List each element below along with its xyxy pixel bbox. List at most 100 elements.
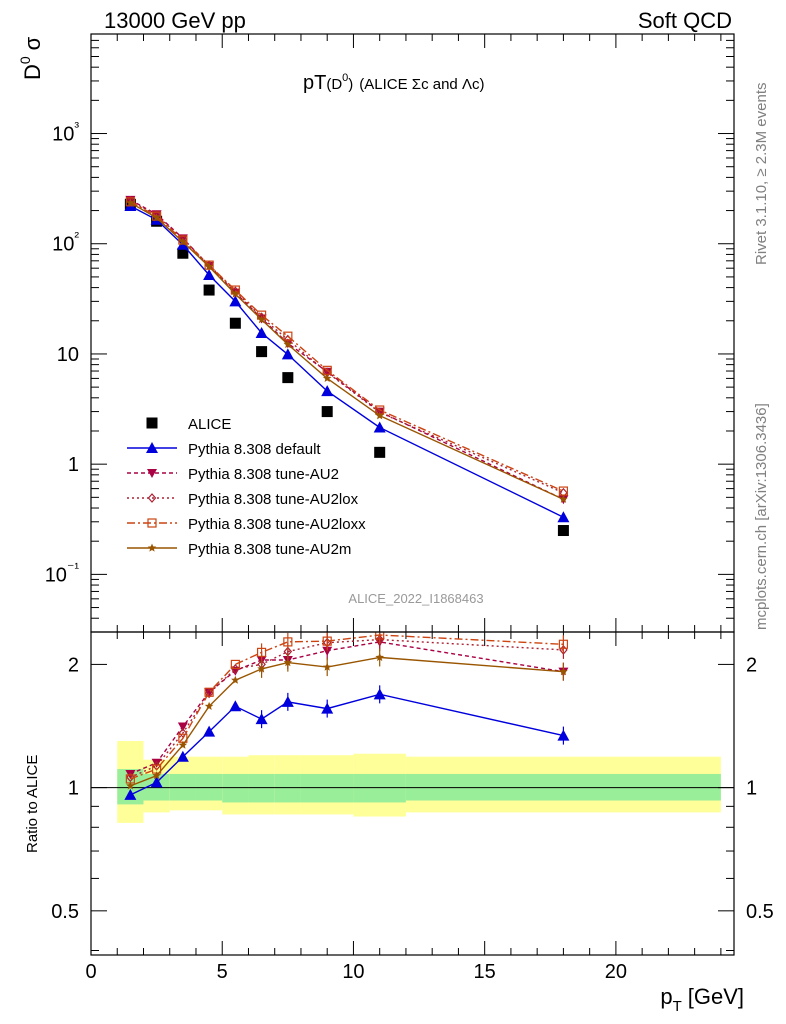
y-tick-label: 1 <box>68 454 79 476</box>
legend-marker <box>146 442 158 453</box>
data-point <box>231 289 240 298</box>
ratio-point <box>231 675 240 684</box>
series-line <box>130 199 564 500</box>
ratio-point <box>557 729 570 741</box>
legend-marker <box>147 493 157 503</box>
data-point <box>559 494 568 503</box>
data-point <box>321 406 333 418</box>
legend-entry: Pythia 8.308 tune-AU2 <box>127 466 339 483</box>
data-point <box>283 339 293 349</box>
band-inner <box>222 773 249 803</box>
data-point <box>177 247 189 259</box>
data-point <box>203 269 216 281</box>
band-inner <box>353 773 406 803</box>
ratio-point <box>257 664 266 673</box>
y-tick-label: 10² <box>52 229 79 256</box>
ratio-point <box>321 702 334 714</box>
main-panel: 10⁻¹ 1 10 10² 10³ <box>45 33 734 633</box>
data-point <box>257 315 266 324</box>
y-tick-label: 10⁻¹ <box>45 559 80 586</box>
x-axis-label: pT [GeV] <box>660 984 744 1015</box>
ratio-line <box>130 693 564 796</box>
series-line <box>130 202 564 500</box>
ratio-point <box>126 772 135 783</box>
ratio-point <box>177 722 188 732</box>
data-point <box>178 237 188 246</box>
legend-entry: Pythia 8.308 default <box>127 441 321 458</box>
data-point <box>229 295 242 307</box>
data-point <box>126 198 135 207</box>
legend-label: Pythia 8.308 tune-AU2 <box>188 466 339 483</box>
legend-entry: Pythia 8.308 tune-AU2lox <box>127 491 359 508</box>
band-inner <box>248 773 275 803</box>
ratio-point <box>256 647 267 657</box>
ratio-point <box>124 788 137 800</box>
legend-entry: ALICE <box>146 416 231 433</box>
mcplots-label: mcplots.cern.ch [arXiv:1306.3436] <box>753 403 770 630</box>
ratio-line <box>130 634 564 780</box>
ratio-point <box>283 658 293 667</box>
data-point <box>178 235 188 245</box>
data-point <box>374 446 386 458</box>
ratio-y-tick-label: 1 <box>68 778 79 800</box>
ratio-point <box>126 781 135 790</box>
ratio-point <box>203 725 216 737</box>
legend-entry: Pythia 8.308 tune-AU2loxx <box>127 516 366 533</box>
data-point <box>204 260 214 270</box>
ratio-point <box>283 637 293 647</box>
data-point <box>375 411 384 420</box>
data-point <box>281 348 294 360</box>
y-tick-label: 10 <box>57 344 79 366</box>
ratio-panel: 0.5 0.5 1 1 2 2 <box>51 632 774 955</box>
ratio-point <box>375 632 385 640</box>
data-point <box>557 511 570 523</box>
legend-label: ALICE <box>188 416 231 433</box>
ratio-point <box>204 688 214 699</box>
series-5 <box>126 198 568 503</box>
ratio-series-0 <box>124 685 570 800</box>
data-point <box>125 197 135 207</box>
x-tick-label: 15 <box>474 961 496 983</box>
ratio-point <box>559 667 568 676</box>
legend-label: Pythia 8.308 tune-AU2loxx <box>188 516 366 533</box>
ratio-point <box>176 750 189 762</box>
data-point <box>229 317 241 329</box>
ratio-y-tick-label-right: 0.5 <box>746 901 774 923</box>
legend-label: Pythia 8.308 default <box>188 441 321 458</box>
y-tick-label: 10³ <box>52 119 79 146</box>
ratio-point <box>373 688 386 700</box>
ratio-point <box>322 636 332 646</box>
legend-label: Pythia 8.308 tune-AU2m <box>188 541 351 558</box>
legend-marker <box>147 469 157 478</box>
ratio-y-tick-label-right: 1 <box>746 778 757 800</box>
ratio-point <box>204 687 214 697</box>
data-point <box>373 421 386 433</box>
data-point <box>204 262 214 271</box>
x-tick-label: 5 <box>217 961 228 983</box>
ratio-point <box>255 713 268 725</box>
legend-entry: Pythia 8.308 tune-AU2m <box>127 541 351 558</box>
data-point <box>557 525 569 537</box>
legend-marker <box>146 417 158 429</box>
data-point <box>256 346 268 358</box>
legend-label: Pythia 8.308 tune-AU2lox <box>188 491 359 508</box>
x-tick-label: 10 <box>342 961 364 983</box>
ratio-series-4 <box>126 648 568 790</box>
series-line <box>130 200 564 494</box>
header-left: 13000 GeV pp <box>104 8 246 33</box>
band-inner <box>274 773 301 803</box>
band-inner <box>300 773 354 803</box>
series-2 <box>125 195 569 505</box>
data-point <box>203 284 215 296</box>
main-ylabel: D0σ <box>17 36 45 80</box>
ratio-point <box>558 639 569 649</box>
legend-marker <box>147 543 157 552</box>
x-tick-label: 20 <box>605 961 627 983</box>
header-right: Soft QCD <box>638 8 732 33</box>
ratio-point <box>178 740 188 749</box>
ratio-line <box>130 641 564 775</box>
legend: ALICE Pythia 8.308 default Pythia 8.308 tu… <box>127 416 366 558</box>
ratio-line <box>130 656 564 787</box>
data-point <box>282 372 294 384</box>
